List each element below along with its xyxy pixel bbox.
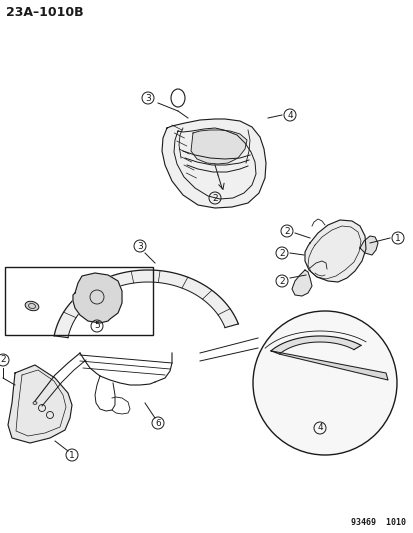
Text: 2: 2 xyxy=(278,277,284,286)
Polygon shape xyxy=(54,270,238,338)
Polygon shape xyxy=(271,336,360,354)
Polygon shape xyxy=(161,119,266,208)
Text: 2: 2 xyxy=(278,248,284,257)
Polygon shape xyxy=(73,273,122,323)
Polygon shape xyxy=(291,270,311,296)
Text: 23A–1010B: 23A–1010B xyxy=(6,6,83,19)
Text: 4: 4 xyxy=(287,110,292,119)
Ellipse shape xyxy=(25,301,39,311)
Text: 5: 5 xyxy=(94,321,100,330)
Text: 3: 3 xyxy=(145,93,150,102)
Polygon shape xyxy=(8,365,72,443)
Text: 1: 1 xyxy=(394,233,400,243)
Bar xyxy=(5,267,153,335)
Text: 1: 1 xyxy=(69,450,75,459)
Text: 93469  1010: 93469 1010 xyxy=(350,518,405,527)
Text: 2: 2 xyxy=(0,356,6,365)
Text: 2: 2 xyxy=(212,193,217,203)
Text: 6: 6 xyxy=(155,418,161,427)
Circle shape xyxy=(252,311,396,455)
Polygon shape xyxy=(271,351,387,380)
Text: 3: 3 xyxy=(137,241,142,251)
Polygon shape xyxy=(190,130,247,164)
Polygon shape xyxy=(304,220,365,282)
Text: 2: 2 xyxy=(283,227,289,236)
Text: 4: 4 xyxy=(316,424,322,432)
Ellipse shape xyxy=(33,401,37,405)
Polygon shape xyxy=(359,236,377,255)
